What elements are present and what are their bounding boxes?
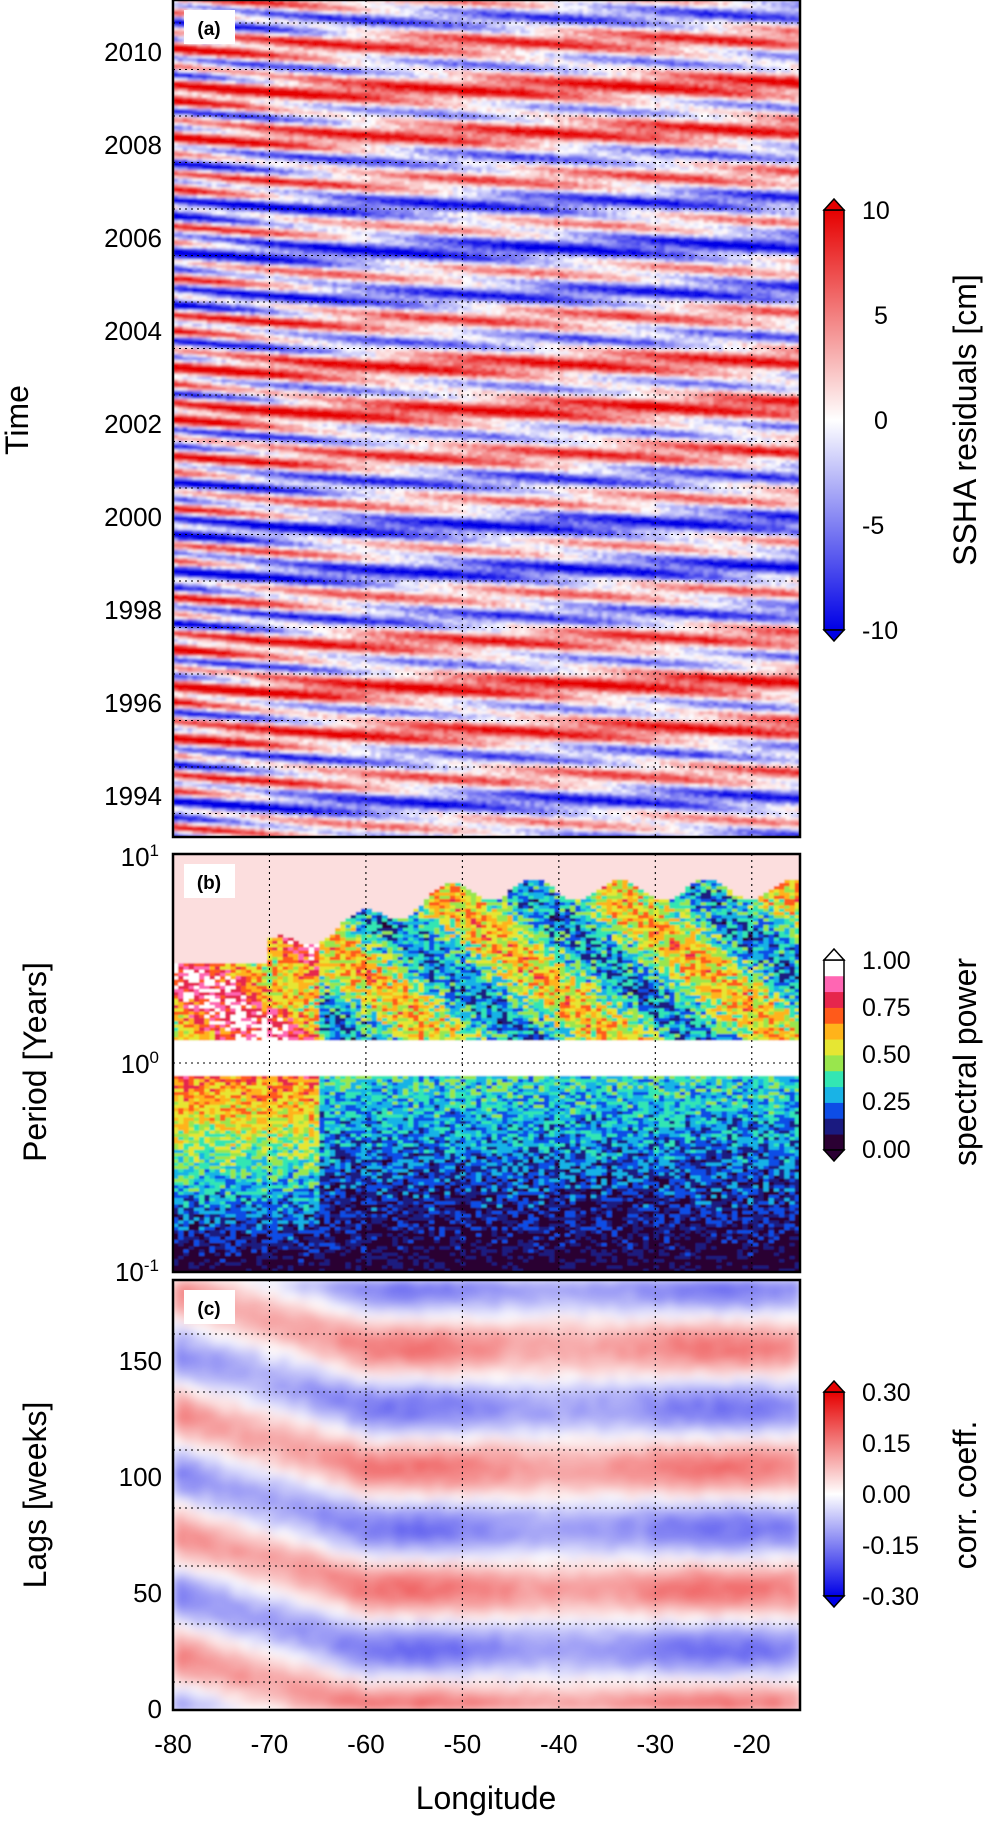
- cbar-b-tick-05: 0.50: [862, 1041, 911, 1069]
- panel-b: (b) 101 100 10-1 Period [Years] 1.00 0.7…: [17, 841, 983, 1287]
- cbar-c-tick-030: 0.30: [862, 1379, 911, 1407]
- ytick-c-0: 0: [148, 1694, 162, 1724]
- panel-c-label: (c): [197, 1299, 220, 1320]
- ytick-a-2010: 2010: [104, 37, 162, 67]
- panel-c: (c) 0 50 100 150 Lags [weeks] 0.30 0.15 …: [17, 1280, 983, 1724]
- colorbar-a-top-arrow: [824, 199, 844, 210]
- yticks-a: 1994 1996 1998 2000 2002 2004 2006 2008 …: [104, 37, 162, 811]
- panel-a: (a) 1994 1996 1998 2000 2002 2004 2006 2…: [0, 0, 983, 838]
- x-axis-ticks: -80 -70 -60 -50 -40 -30 -20: [154, 1729, 770, 1759]
- heatmap-a: [173, 0, 801, 838]
- cbar-a-tick-m10: -10: [862, 617, 898, 645]
- x-tick-label: -70: [251, 1729, 289, 1759]
- cbar-a-tick-10: 10: [862, 197, 890, 225]
- ylabel-a: Time: [0, 385, 35, 455]
- x-tick-label: -60: [347, 1729, 385, 1759]
- cbar-c-tick-m015: -0.15: [862, 1532, 919, 1560]
- heatmap-c: [173, 1280, 801, 1711]
- cbar-b-tick-025: 0.25: [862, 1088, 911, 1116]
- colorbar-c-top-arrow: [824, 1381, 844, 1392]
- ytick-a-2002: 2002: [104, 409, 162, 439]
- ytick-c-50: 50: [133, 1578, 162, 1608]
- ytick-a-1994: 1994: [104, 781, 162, 811]
- colorbar-c-bottom-arrow: [824, 1596, 844, 1607]
- ytick-a-2006: 2006: [104, 223, 162, 253]
- colorbar-a: 10 5 0 -5 -10 SSHA residuals [cm]: [824, 197, 983, 645]
- colorbar-a-bar: [824, 210, 844, 630]
- cbar-b-label: spectral power: [947, 958, 983, 1166]
- ylabel-c: Lags [weeks]: [17, 1402, 53, 1589]
- cbar-b-tick-1: 1.00: [862, 947, 911, 975]
- cbar-c-label: corr. coeff.: [947, 1421, 983, 1570]
- ytick-a-1996: 1996: [104, 688, 162, 718]
- cbar-a-tick-0: 0: [874, 407, 888, 435]
- figure: (a) 1994 1996 1998 2000 2002 2004 2006 2…: [0, 0, 1000, 1827]
- panel-b-label: (b): [197, 873, 221, 894]
- ytick-a-1998: 1998: [104, 595, 162, 625]
- ytick-a-2008: 2008: [104, 130, 162, 160]
- ylabel-b: Period [Years]: [17, 962, 53, 1162]
- ytick-b-bot: 10-1: [115, 1256, 159, 1287]
- x-tick-label: -30: [637, 1729, 675, 1759]
- ytick-c-100: 100: [119, 1462, 162, 1492]
- ytick-c-150: 150: [119, 1346, 162, 1376]
- colorbar-a-bottom-arrow: [824, 630, 844, 641]
- cbar-c-tick-m030: -0.30: [862, 1583, 919, 1611]
- ytick-a-2000: 2000: [104, 502, 162, 532]
- panel-a-label: (a): [197, 19, 220, 40]
- x-tick-label: -50: [444, 1729, 482, 1759]
- colorbar-b: 1.00 0.75 0.50 0.25 0.00 spectral power: [824, 947, 983, 1166]
- x-tick-label: -40: [540, 1729, 578, 1759]
- ytick-b-mid: 100: [121, 1048, 159, 1079]
- ytick-a-2004: 2004: [104, 316, 162, 346]
- colorbar-c-bar: [824, 1392, 844, 1596]
- cbar-c-tick-000: 0.00: [862, 1481, 911, 1509]
- cbar-c-tick-015: 0.15: [862, 1430, 911, 1458]
- ytick-b-top: 101: [121, 841, 159, 872]
- yticks-b: 101 100 10-1: [115, 841, 159, 1287]
- x-tick-label: -20: [733, 1729, 771, 1759]
- yticks-c: 0 50 100 150: [119, 1346, 162, 1724]
- cbar-b-tick-075: 0.75: [862, 994, 911, 1022]
- cbar-a-tick-5: 5: [874, 302, 888, 330]
- colorbar-c: 0.30 0.15 0.00 -0.15 -0.30 corr. coeff.: [824, 1379, 983, 1611]
- x-axis-label: Longitude: [416, 1780, 557, 1816]
- x-tick-label: -80: [154, 1729, 192, 1759]
- cbar-b-tick-0: 0.00: [862, 1136, 911, 1164]
- cbar-a-label: SSHA residuals [cm]: [947, 274, 983, 566]
- cbar-a-tick-m5: -5: [862, 512, 884, 540]
